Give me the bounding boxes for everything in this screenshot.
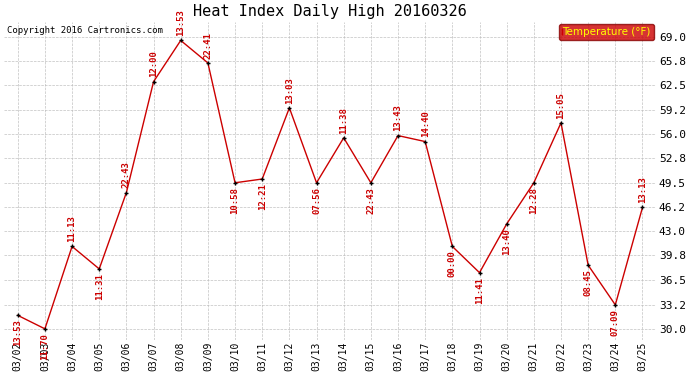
Text: 14:40: 14:40 [421,111,430,137]
Point [121,189,132,195]
Point [474,270,485,276]
Text: 22:43: 22:43 [122,162,131,188]
Point [94,266,105,272]
Text: 07:09: 07:09 [611,309,620,336]
Point [365,180,376,186]
Text: 08:45: 08:45 [584,269,593,296]
Legend: Temperature (°F): Temperature (°F) [560,24,654,40]
Text: 22:43: 22:43 [366,187,375,214]
Point [148,79,159,85]
Point [420,139,431,145]
Point [202,60,213,66]
Text: 13:13: 13:13 [638,177,647,203]
Text: 11:13: 11:13 [68,215,77,242]
Text: 11:70: 11:70 [41,333,50,360]
Point [39,326,50,332]
Text: 12:28: 12:28 [529,187,538,214]
Point [66,243,77,249]
Point [257,176,268,182]
Point [582,262,593,268]
Text: 13:43: 13:43 [393,105,402,131]
Point [311,180,322,186]
Point [447,243,458,249]
Point [12,312,23,318]
Text: 15:05: 15:05 [557,92,566,118]
Text: 10:58: 10:58 [230,187,239,214]
Point [637,204,648,210]
Point [230,180,241,186]
Text: 11:41: 11:41 [475,277,484,304]
Text: Copyright 2016 Cartronics.com: Copyright 2016 Cartronics.com [8,27,164,36]
Text: 00:00: 00:00 [448,251,457,278]
Text: 11:31: 11:31 [95,273,103,300]
Point [610,302,621,308]
Text: 12:00: 12:00 [149,51,158,78]
Point [529,180,540,186]
Point [555,120,566,126]
Title: Heat Index Daily High 20160326: Heat Index Daily High 20160326 [193,4,467,19]
Point [393,133,404,139]
Text: 13:03: 13:03 [285,77,294,104]
Point [501,221,512,227]
Text: 12:21: 12:21 [257,183,267,210]
Point [338,135,349,141]
Point [175,38,186,44]
Text: 13:40: 13:40 [502,228,511,255]
Text: 13:53: 13:53 [176,9,185,36]
Point [284,105,295,111]
Text: 13:53: 13:53 [13,320,22,346]
Text: 22:41: 22:41 [204,32,213,59]
Text: 11:38: 11:38 [339,107,348,134]
Text: 07:56: 07:56 [312,187,321,214]
